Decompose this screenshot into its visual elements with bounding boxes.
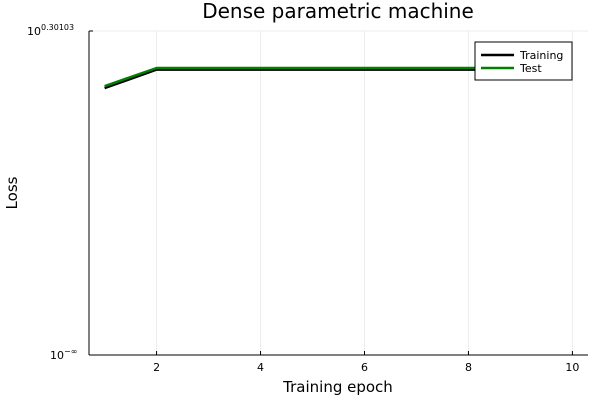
x-tick-label: 4	[257, 361, 264, 374]
x-tick-label: 8	[465, 361, 472, 374]
chart-title: Dense parametric machine	[202, 0, 474, 23]
legend-box	[474, 41, 573, 81]
y-tick-label: 10−∞	[50, 347, 77, 362]
legend: Training Test	[474, 41, 573, 81]
y-tick-label: 100.30103	[27, 23, 74, 38]
x-tick-label: 10	[565, 361, 579, 374]
x-axis-label: Training epoch	[282, 378, 393, 396]
x-tick-label: 6	[361, 361, 368, 374]
legend-label-training: Training	[519, 49, 563, 62]
y-axis-label: Loss	[3, 176, 21, 209]
legend-label-test: Test	[519, 62, 542, 75]
y-ticks: 10−∞ 100.30103	[27, 23, 93, 362]
x-tick-label: 2	[153, 361, 160, 374]
x-ticks: 2 4 6 8 10	[153, 351, 579, 374]
